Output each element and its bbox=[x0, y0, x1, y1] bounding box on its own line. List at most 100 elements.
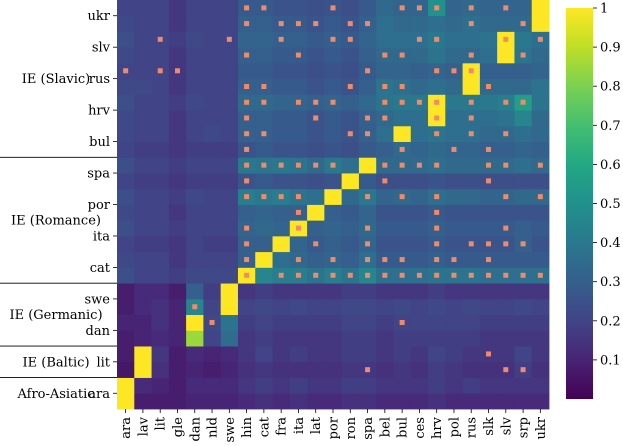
heatmap-cell bbox=[531, 220, 550, 237]
heatmap-cell bbox=[151, 220, 170, 237]
heatmap-cell bbox=[376, 346, 394, 363]
heatmap-cell bbox=[376, 62, 394, 80]
heatmap-cell bbox=[497, 283, 515, 300]
group-labels: Afro-Asiatic IE (Baltic) IE (Germanic) IE (… bbox=[0, 72, 117, 402]
heatmap-cell bbox=[117, 393, 135, 410]
heatmap-cell bbox=[531, 235, 550, 253]
heatmap-cell bbox=[514, 393, 533, 410]
heatmap-cell bbox=[307, 377, 325, 394]
significance-marker bbox=[244, 84, 250, 90]
heatmap-cell bbox=[117, 330, 135, 347]
heatmap-cell bbox=[531, 125, 550, 142]
heatmap-cell bbox=[376, 15, 394, 32]
heatmap-cell bbox=[479, 220, 498, 237]
group-label: IE (Baltic) bbox=[22, 355, 89, 370]
heatmap-cell bbox=[255, 220, 273, 237]
heatmap-cell bbox=[428, 314, 446, 331]
heatmap-cell bbox=[237, 377, 256, 394]
significance-marker bbox=[347, 36, 353, 42]
heatmap-cell bbox=[324, 204, 343, 221]
heatmap-cell bbox=[151, 125, 170, 142]
heatmap-cell bbox=[531, 283, 550, 300]
significance-marker bbox=[347, 84, 353, 90]
heatmap-cell bbox=[255, 110, 273, 127]
heatmap-cell bbox=[479, 283, 498, 300]
significance-marker bbox=[520, 272, 526, 278]
heatmap-cell bbox=[324, 220, 343, 237]
significance-marker bbox=[503, 5, 509, 11]
colorbar-tick-label: 1 bbox=[600, 2, 608, 17]
heatmap-cell bbox=[255, 283, 273, 300]
heatmap-cell bbox=[151, 141, 170, 158]
significance-marker bbox=[434, 209, 440, 215]
heatmap-cell bbox=[186, 141, 204, 158]
significance-marker bbox=[244, 272, 250, 278]
heatmap-cell bbox=[428, 377, 446, 394]
heatmap-cell bbox=[168, 15, 187, 32]
significance-marker bbox=[434, 99, 440, 105]
heatmap-cell bbox=[117, 220, 135, 237]
significance-marker bbox=[123, 68, 129, 74]
heatmap-cell bbox=[237, 361, 256, 378]
heatmap-cell bbox=[203, 157, 222, 174]
heatmap-cell bbox=[341, 251, 360, 268]
x-tick-label: spa bbox=[361, 417, 376, 440]
heatmap-cell bbox=[168, 393, 187, 410]
significance-marker bbox=[330, 5, 336, 11]
heatmap-cell bbox=[117, 267, 135, 284]
colorbar-tick-label: 0.5 bbox=[600, 197, 621, 212]
significance-marker bbox=[244, 162, 250, 168]
significance-marker bbox=[434, 241, 440, 247]
heatmap-cell bbox=[393, 346, 412, 363]
heatmap-cell bbox=[341, 173, 360, 190]
heatmap-cell bbox=[514, 283, 533, 300]
heatmap-cell bbox=[186, 377, 204, 394]
x-tick-label: ces bbox=[413, 417, 428, 439]
heatmap-cell bbox=[428, 78, 446, 95]
heatmap-cell bbox=[514, 298, 533, 316]
heatmap-cell bbox=[255, 62, 273, 80]
heatmap-cell bbox=[220, 361, 239, 378]
significance-marker bbox=[399, 162, 405, 168]
heatmap-cell bbox=[272, 47, 291, 64]
heatmap-cell bbox=[220, 283, 239, 300]
heatmap-cell bbox=[151, 361, 170, 378]
heatmap-cell bbox=[324, 15, 343, 32]
heatmap-cell bbox=[203, 393, 222, 410]
significance-marker bbox=[278, 272, 284, 278]
significance-marker bbox=[382, 84, 388, 90]
heatmap-cell bbox=[497, 393, 515, 410]
heatmap-cell bbox=[203, 235, 222, 253]
heatmap-cell bbox=[393, 235, 412, 253]
heatmap-cell bbox=[393, 62, 412, 80]
heatmap-cell bbox=[445, 314, 463, 331]
heatmap-cell bbox=[272, 235, 291, 253]
heatmap-cell bbox=[203, 125, 222, 142]
heatmap-cell bbox=[237, 283, 256, 300]
heatmap-cell bbox=[168, 314, 187, 331]
heatmap-cell bbox=[186, 94, 204, 111]
heatmap-cell bbox=[462, 141, 481, 158]
heatmap-cell bbox=[358, 94, 377, 111]
heatmap-cell bbox=[168, 330, 187, 347]
significance-marker bbox=[244, 99, 250, 105]
significance-marker bbox=[192, 304, 198, 310]
heatmap-cell bbox=[479, 298, 498, 316]
colorbar-gradient bbox=[566, 8, 593, 399]
heatmap-cell bbox=[341, 235, 360, 253]
heatmap-cell bbox=[134, 62, 152, 80]
heatmap-cell bbox=[410, 141, 429, 158]
heatmap-cell bbox=[479, 15, 498, 32]
heatmap-cell bbox=[376, 31, 394, 48]
heatmap-cell bbox=[514, 377, 533, 394]
y-tick-label: hrv bbox=[88, 104, 111, 119]
significance-marker bbox=[468, 52, 474, 58]
heatmap-cell bbox=[168, 188, 187, 205]
heatmap-cell bbox=[307, 78, 325, 95]
heatmap-cells bbox=[117, 0, 550, 410]
x-tick-label: cat bbox=[257, 416, 272, 437]
heatmap-cell bbox=[168, 125, 187, 142]
heatmap-cell bbox=[117, 251, 135, 268]
heatmap-cell bbox=[428, 393, 446, 410]
